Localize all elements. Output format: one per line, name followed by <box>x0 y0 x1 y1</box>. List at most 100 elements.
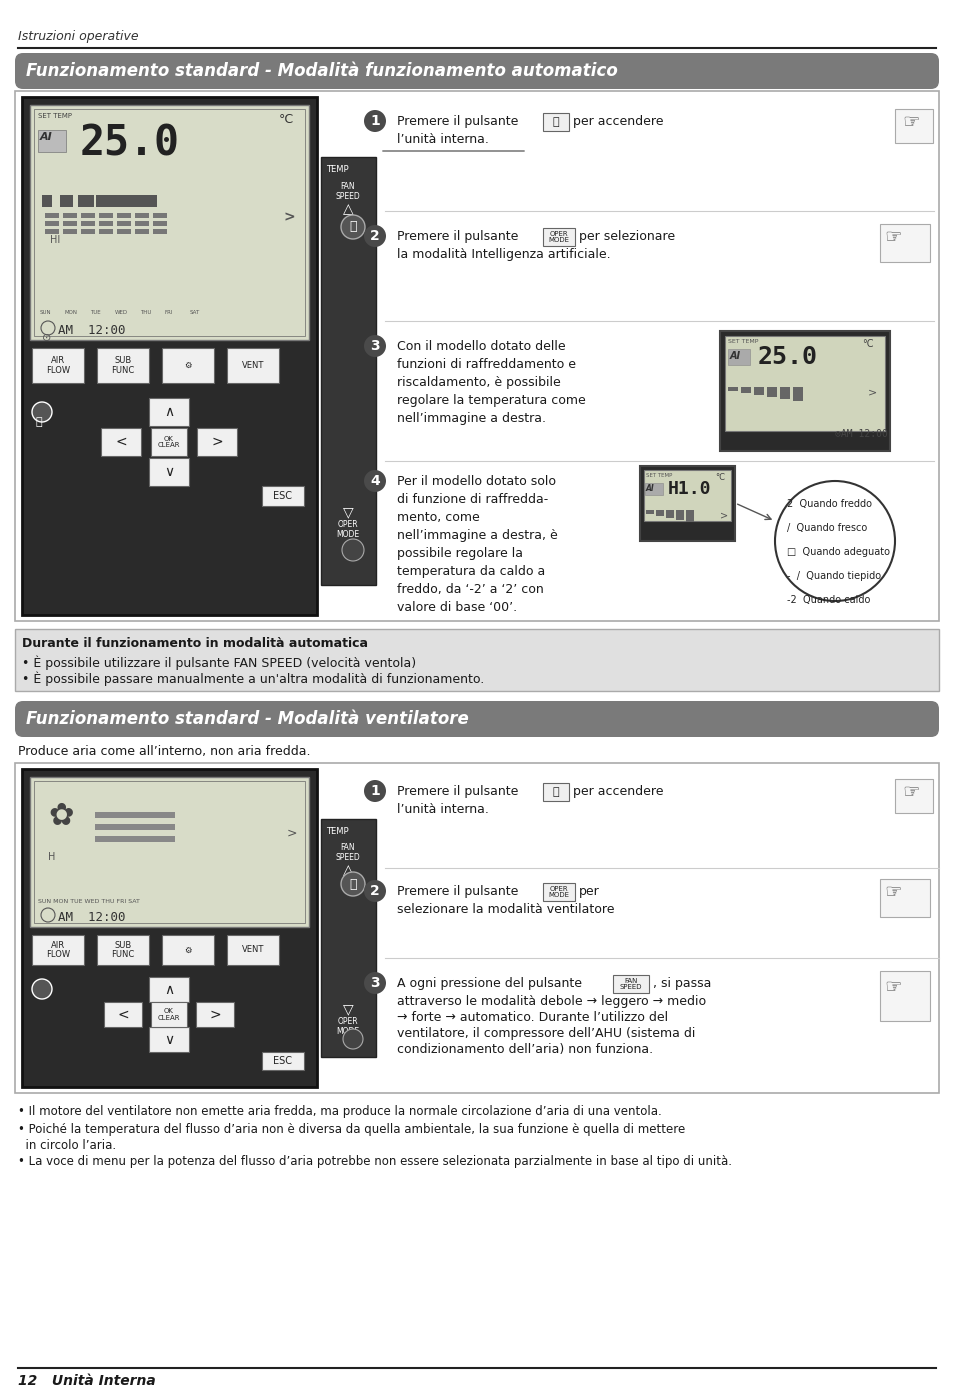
Bar <box>151 428 187 456</box>
Bar <box>81 213 95 218</box>
Text: SUB
FUNC: SUB FUNC <box>112 356 134 375</box>
Bar <box>81 230 95 234</box>
Bar <box>162 935 213 965</box>
Bar <box>676 510 683 519</box>
Bar <box>685 510 693 522</box>
Bar <box>152 230 167 234</box>
Text: -2  Quando caldo: -2 Quando caldo <box>786 595 869 605</box>
Text: AM  12:00: AM 12:00 <box>58 323 126 337</box>
Bar <box>95 812 174 818</box>
Bar <box>766 386 776 398</box>
Circle shape <box>32 979 52 1000</box>
Text: 2: 2 <box>370 230 379 244</box>
Text: • Il motore del ventilatore non emette aria fredda, ma produce la normale circol: • Il motore del ventilatore non emette a… <box>18 1105 661 1119</box>
Bar <box>196 428 236 456</box>
Text: AIR
FLOW: AIR FLOW <box>46 941 70 959</box>
Bar <box>22 769 316 1086</box>
Text: TEMP: TEMP <box>326 827 348 836</box>
Circle shape <box>364 111 386 132</box>
Text: °C: °C <box>278 113 294 126</box>
Bar <box>542 113 568 132</box>
Bar <box>95 836 174 841</box>
Text: A ogni pressione del pulsante: A ogni pressione del pulsante <box>396 977 581 990</box>
Circle shape <box>364 470 386 491</box>
Circle shape <box>774 482 894 601</box>
Bar <box>753 386 763 395</box>
Bar <box>152 221 167 225</box>
Text: ∨: ∨ <box>164 1033 173 1047</box>
Circle shape <box>341 539 364 561</box>
Text: la modalità Intelligenza artificiale.: la modalità Intelligenza artificiale. <box>396 248 610 260</box>
Bar <box>645 510 654 514</box>
Bar <box>135 221 149 225</box>
Text: Funzionamento standard - Modalità ventilatore: Funzionamento standard - Modalità ventil… <box>26 710 468 728</box>
Text: □  Quando adeguato: □ Quando adeguato <box>786 547 889 557</box>
Bar <box>99 213 112 218</box>
Text: Premere il pulsante: Premere il pulsante <box>396 785 517 798</box>
Text: H1.0: H1.0 <box>667 480 711 498</box>
Bar <box>879 972 929 1021</box>
Text: /  Quando fresco: / Quando fresco <box>786 524 866 533</box>
Text: • Poiché la temperatura del flusso d’aria non è diversa da quella ambientale, la: • Poiché la temperatura del flusso d’ari… <box>18 1123 684 1135</box>
Text: VENT: VENT <box>241 945 264 955</box>
Bar <box>740 386 750 393</box>
Bar <box>63 213 77 218</box>
Text: Per il modello dotato solo
di funzione di raffredda-
mento, come
nell’immagine a: Per il modello dotato solo di funzione d… <box>396 475 558 615</box>
Bar <box>162 349 213 384</box>
Text: ⏻: ⏻ <box>552 118 558 127</box>
Text: → forte → automatico. Durante l’utilizzo del: → forte → automatico. Durante l’utilizzo… <box>396 1011 667 1023</box>
FancyBboxPatch shape <box>15 701 938 736</box>
Bar <box>101 428 141 456</box>
Bar <box>97 935 149 965</box>
Circle shape <box>364 881 386 902</box>
Text: , si passa: , si passa <box>652 977 711 990</box>
Text: AIR
FLOW: AIR FLOW <box>46 356 70 375</box>
Text: ESC: ESC <box>274 491 293 501</box>
Bar <box>151 1002 187 1028</box>
Text: WED: WED <box>115 309 128 315</box>
Bar <box>152 213 167 218</box>
Bar <box>780 386 789 399</box>
Text: 1: 1 <box>370 113 379 127</box>
Bar <box>32 935 84 965</box>
Text: per: per <box>578 885 599 897</box>
Text: >: > <box>209 1008 220 1022</box>
Text: SUB
FUNC: SUB FUNC <box>112 941 134 959</box>
Text: ✿: ✿ <box>48 802 73 832</box>
Circle shape <box>364 780 386 802</box>
Text: OPER
MODE: OPER MODE <box>548 231 569 244</box>
Bar <box>45 213 59 218</box>
Bar <box>30 777 309 927</box>
Text: • È possibile passare manualmente a un'altra modalità di funzionamento.: • È possibile passare manualmente a un'a… <box>22 671 484 686</box>
Text: FAN
SPEED: FAN SPEED <box>619 977 641 990</box>
Bar <box>45 230 59 234</box>
Bar <box>542 883 575 902</box>
Bar <box>613 974 648 993</box>
Text: ⊙: ⊙ <box>42 333 51 343</box>
Bar <box>792 386 802 400</box>
Text: 3: 3 <box>370 339 379 353</box>
Bar <box>30 105 309 340</box>
Text: °C: °C <box>862 339 873 349</box>
Text: • La voce di menu per la potenza del flusso d’aria potrebbe non essere seleziona: • La voce di menu per la potenza del flu… <box>18 1155 731 1168</box>
Bar <box>95 825 174 830</box>
Text: MON: MON <box>65 309 78 315</box>
Bar <box>78 195 94 207</box>
Text: Istruzioni operative: Istruzioni operative <box>18 29 138 43</box>
Text: OPER
MODE: OPER MODE <box>548 886 569 899</box>
Text: °C: °C <box>714 473 724 482</box>
Text: condizionamento dell’aria) non funziona.: condizionamento dell’aria) non funziona. <box>396 1043 653 1056</box>
Text: ∨: ∨ <box>164 465 173 479</box>
Text: ⚙: ⚙ <box>184 945 192 955</box>
Text: AI: AI <box>729 351 740 361</box>
Text: FRI: FRI <box>165 309 173 315</box>
Text: ∧: ∧ <box>164 405 173 419</box>
Text: ESC: ESC <box>274 1056 293 1065</box>
Text: OK
CLEAR: OK CLEAR <box>157 1008 180 1021</box>
Text: >: > <box>287 827 297 840</box>
Text: per accendere: per accendere <box>573 785 662 798</box>
Text: ⊙AM 12:00: ⊙AM 12:00 <box>834 428 887 440</box>
Bar <box>97 349 149 384</box>
Text: SUN: SUN <box>40 309 51 315</box>
Text: FAN
SPEED: FAN SPEED <box>335 843 360 862</box>
